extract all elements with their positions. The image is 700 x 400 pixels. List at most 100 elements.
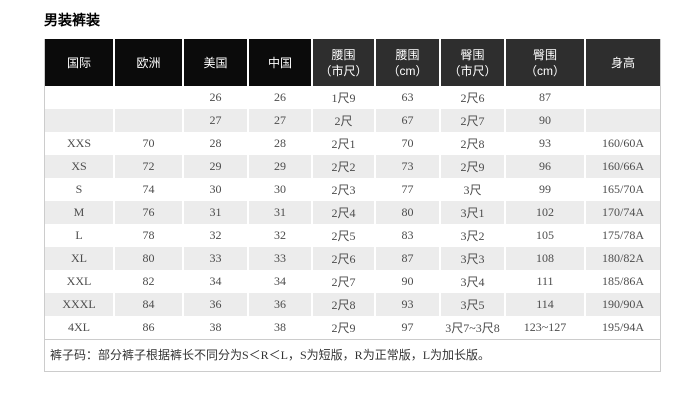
table-cell: 80 [374, 201, 440, 224]
table-cell: 83 [374, 224, 440, 247]
table-cell: 28 [247, 132, 312, 155]
table-cell: 73 [374, 155, 440, 178]
table-cell: 160/60A [584, 132, 660, 155]
table-cell: 2尺3 [311, 178, 375, 201]
size-table-container: 国际 欧洲 美国 中国 腰围 （市尺） 腰围 （cm） 臀围 （市尺） 臀围 （cm） 身高 26 26 1… [44, 39, 661, 372]
table-cell: 99 [504, 178, 585, 201]
table-cell: 2尺4 [311, 201, 375, 224]
table-cell: 29 [182, 155, 248, 178]
table-cell: XXS [66, 136, 91, 150]
table-cell: 3尺2 [439, 224, 505, 247]
table-cell: 80 [113, 247, 183, 270]
table-cell: 82 [113, 270, 183, 293]
table-cell: 190/90A [584, 293, 660, 316]
table-cell: 2尺9 [311, 316, 375, 339]
table-cell: 1尺9 [311, 86, 375, 109]
table-cell: 29 [247, 155, 312, 178]
table-cell: 185/86A [584, 270, 660, 293]
table-cell: 77 [374, 178, 440, 201]
table-cell: 38 [182, 316, 248, 339]
table-cell: 2尺 [311, 109, 375, 132]
table-cell: 3尺4 [439, 270, 505, 293]
table-cell: 108 [504, 247, 585, 270]
header-row: 国际 欧洲 美国 中国 腰围 （市尺） 腰围 （cm） 臀围 （市尺） 臀围 （cm） 身高 [45, 39, 660, 86]
table-cell: 111 [504, 270, 585, 293]
table-cell: M [45, 201, 114, 224]
table-cell [113, 109, 183, 132]
table-cell: 2尺8 [439, 132, 505, 155]
table-cell: 2尺7 [439, 109, 505, 132]
table-cell: 195/94A [584, 316, 660, 339]
table-cell: 97 [374, 316, 440, 339]
table-cell: 114 [504, 293, 585, 316]
table-cell: 3尺 [439, 178, 505, 201]
table-cell: 30 [247, 178, 312, 201]
table-cell: 2尺9 [439, 155, 505, 178]
column-header: 腰围 （市尺） [311, 39, 375, 86]
table-cell: 67 [374, 109, 440, 132]
column-header: 国际 [45, 39, 114, 86]
size-table-body: 26 26 1尺9 63 2尺6 87 27 27 2尺 67 2尺7 90 XXS 70 28 28 2尺1 7… [45, 86, 660, 339]
table-cell: XXXL [45, 293, 114, 316]
table-cell: 26 [247, 86, 312, 109]
table-cell: 2尺2 [311, 155, 375, 178]
table-cell: 34 [182, 270, 248, 293]
table-cell: 165/70A [584, 178, 660, 201]
table-row: M 76 31 31 2尺4 80 3尺1 102 170/74A [45, 201, 660, 224]
table-row: XXL 82 34 34 2尺7 90 3尺4 111 185/86A [45, 270, 660, 293]
table-cell: 102 [504, 201, 585, 224]
table-cell: 180/82A [584, 247, 660, 270]
table-cell: 87 [374, 247, 440, 270]
table-cell: 72 [113, 155, 183, 178]
column-header: 欧洲 [113, 39, 183, 86]
table-cell: 28 [182, 132, 248, 155]
table-cell: 93 [374, 293, 440, 316]
size-table-header: 国际 欧洲 美国 中国 腰围 （市尺） 腰围 （cm） 臀围 （市尺） 臀围 （cm） 身高 [45, 39, 660, 86]
table-cell: 84 [113, 293, 183, 316]
table-cell: 3尺1 [439, 201, 505, 224]
table-cell: 76 [113, 201, 183, 224]
column-header: 美国 [182, 39, 248, 86]
column-header: 臀围 （cm） [504, 39, 585, 86]
table-row: 4XL 86 38 38 2尺9 97 3尺7~3尺8 123~127 195/94A [45, 316, 660, 339]
table-cell: 90 [504, 109, 585, 132]
size-table: 国际 欧洲 美国 中国 腰围 （市尺） 腰围 （cm） 臀围 （市尺） 臀围 （cm） 身高 26 26 1… [45, 39, 660, 339]
table-cell: XXL [66, 274, 92, 288]
table-cell: 2尺5 [311, 224, 375, 247]
table-cell: 38 [247, 316, 312, 339]
table-row: XL 80 33 33 2尺6 87 3尺3 108 180/82A [45, 247, 660, 270]
table-row: 26 26 1尺9 63 2尺6 87 [45, 86, 660, 109]
table-cell: 96 [504, 155, 585, 178]
table-cell: 30 [182, 178, 248, 201]
table-cell: 86 [113, 316, 183, 339]
table-cell: 2尺8 [311, 293, 375, 316]
table-row: L 78 32 32 2尺5 83 3尺2 105 175/78A [45, 224, 660, 247]
table-cell: 105 [504, 224, 585, 247]
table-cell: 2尺1 [311, 132, 375, 155]
table-cell: 36 [247, 293, 312, 316]
table-cell [45, 86, 114, 109]
table-cell: 2尺6 [439, 86, 505, 109]
table-row: XXS 70 28 28 2尺1 70 2尺8 93 160/60A [45, 132, 660, 155]
table-cell: 123~127 [504, 316, 585, 339]
table-cell: XS [45, 155, 114, 178]
table-cell: 2尺7 [311, 270, 375, 293]
column-header: 身高 [584, 39, 660, 86]
table-cell: 170/74A [584, 201, 660, 224]
table-row: S 74 30 30 2尺3 77 3尺 99 165/70A [45, 178, 660, 201]
table-cell: 34 [247, 270, 312, 293]
table-cell: 27 [182, 109, 248, 132]
table-cell: 4XL [68, 320, 90, 334]
table-cell: S [75, 182, 83, 196]
table-cell: 160/66A [584, 155, 660, 178]
table-row: XXXL 84 36 36 2尺8 93 3尺5 114 190/90A [45, 293, 660, 316]
table-row: 27 27 2尺 67 2尺7 90 [45, 109, 660, 132]
size-chart-section: 男装裤装 国际 欧洲 美国 中国 腰围 （市尺） 腰围 （cm） 臀围 （市尺） 臀围 （cm） 身高 … [44, 12, 661, 372]
table-cell [584, 86, 660, 109]
table-cell: 31 [182, 201, 248, 224]
table-cell: 32 [182, 224, 248, 247]
table-cell: 93 [504, 132, 585, 155]
table-cell: 2尺6 [311, 247, 375, 270]
table-row: XS 72 29 29 2尺2 73 2尺9 96 160/66A [45, 155, 660, 178]
page-title: 男装裤装 [44, 12, 100, 28]
